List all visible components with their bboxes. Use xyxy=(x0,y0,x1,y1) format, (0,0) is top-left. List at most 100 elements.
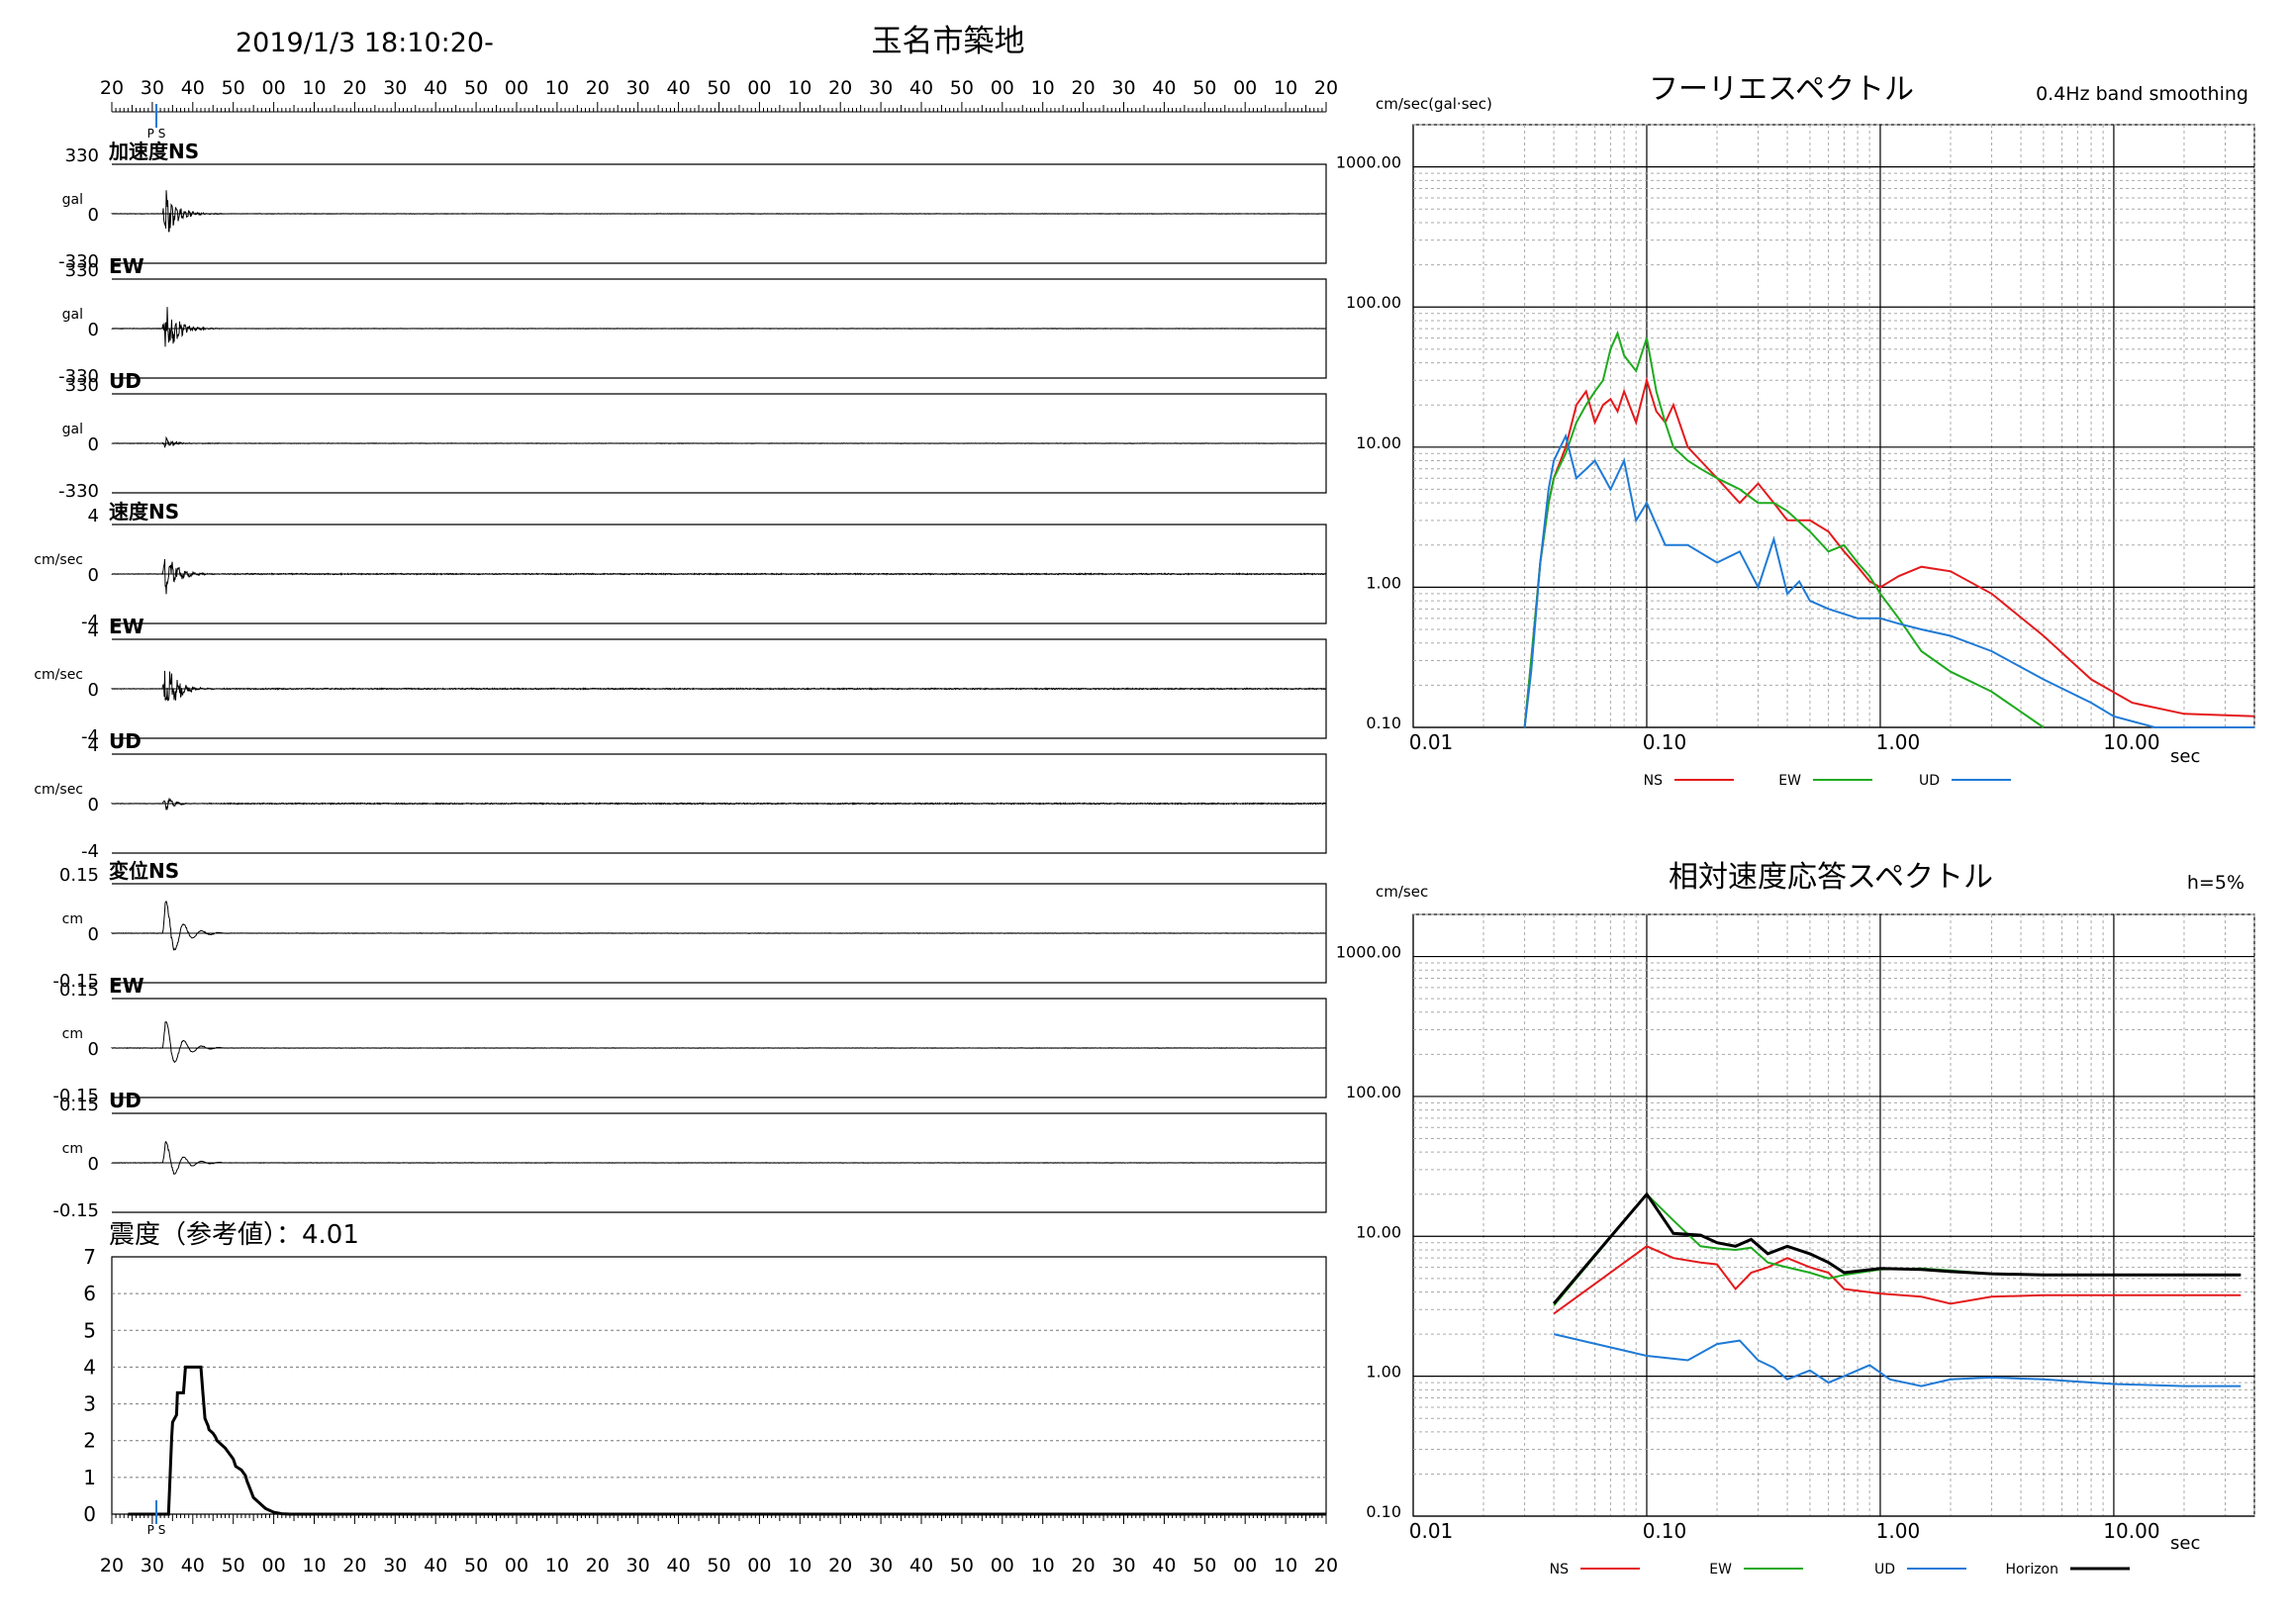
time-tick-label: 00 xyxy=(1233,77,1257,99)
waveform-trace xyxy=(111,1140,1327,1175)
time-tick-label: 30 xyxy=(383,77,407,99)
time-tick-label: 20 xyxy=(828,1555,852,1576)
response-subtitle: h=5% xyxy=(2187,872,2244,894)
response-title: 相対速度応答スペクトル xyxy=(1669,860,1993,895)
unit-label: cm/sec xyxy=(34,552,83,568)
y-tick-label: 100.00 xyxy=(1346,1083,1401,1101)
y-bottom-label: -4 xyxy=(81,841,99,862)
response-ylabel: cm/sec xyxy=(1376,883,1428,901)
y-bottom-label: -0.15 xyxy=(52,1086,99,1106)
y-zero-label: 0 xyxy=(88,1039,99,1060)
time-tick-label: 10 xyxy=(545,1555,569,1576)
y-tick-label: 1.00 xyxy=(1366,573,1401,592)
time-tick-label: 10 xyxy=(1031,77,1055,99)
y-zero-label: 0 xyxy=(88,205,99,226)
time-tick-label: 50 xyxy=(707,77,730,99)
p-s-marker-label: P S xyxy=(147,1523,166,1537)
time-tick-label: 50 xyxy=(950,77,974,99)
time-tick-label: 20 xyxy=(1072,77,1096,99)
waveform-trace xyxy=(111,670,1327,703)
time-tick-label: 20 xyxy=(586,77,610,99)
time-tick-label: 40 xyxy=(667,1555,691,1576)
legend-label: EW xyxy=(1778,773,1801,789)
y-bottom-label: -330 xyxy=(58,251,99,272)
time-tick-label: 20 xyxy=(100,1555,124,1576)
waveform-panel: UD 0.15 0 -0.15 cm xyxy=(52,1089,1327,1221)
intensity-y-tick: 0 xyxy=(83,1502,96,1526)
x-tick-label: 10.00 xyxy=(2103,730,2159,754)
time-tick-label: 00 xyxy=(505,77,528,99)
waveform-trace xyxy=(111,900,1327,952)
unit-label: cm xyxy=(62,911,83,927)
time-tick-label: 00 xyxy=(262,1555,286,1576)
time-tick-label: 20 xyxy=(342,77,366,99)
intensity-title: 震度（参考値）：4.01 xyxy=(109,1220,359,1250)
series-line-ns xyxy=(1523,376,2255,728)
plot-area xyxy=(1412,124,2255,728)
time-axis-top: 20 30 40 50 00 10 20 30 40 50 00 10 20 30 40 50 00 10 20 30… xyxy=(100,77,1338,141)
component-label: UD xyxy=(109,369,142,393)
intensity-frame xyxy=(111,1256,1327,1515)
y-zero-label: 0 xyxy=(88,795,99,815)
legend-label: NS xyxy=(1644,773,1663,789)
time-tick-label: 10 xyxy=(302,77,326,99)
component-label: 変位NS xyxy=(109,859,179,883)
y-tick-label: 100.00 xyxy=(1346,293,1401,312)
y-zero-label: 0 xyxy=(88,1154,99,1175)
series-line-ns xyxy=(1553,1245,2242,1315)
unit-label: gal xyxy=(62,307,83,323)
series-line-ew xyxy=(1523,330,2045,728)
y-zero-label: 0 xyxy=(88,320,99,340)
time-tick-label: 10 xyxy=(545,77,569,99)
fourier-xlabel: sec xyxy=(2170,746,2200,767)
time-tick-label: 40 xyxy=(181,77,205,99)
waveform-trace xyxy=(111,1020,1327,1063)
time-tick-label: 40 xyxy=(1152,77,1176,99)
intensity-y-tick: 4 xyxy=(83,1355,96,1379)
y-top-label: 0.15 xyxy=(59,865,99,886)
waveform-trace xyxy=(111,307,1327,347)
legend-label: UD xyxy=(1919,773,1940,789)
x-tick-label: 1.00 xyxy=(1876,1519,1921,1543)
component-label: EW xyxy=(109,974,144,998)
unit-label: cm xyxy=(62,1026,83,1042)
component-label: EW xyxy=(109,254,144,278)
time-tick-label: 30 xyxy=(626,77,650,99)
waveform-panels: 加速度NS 330 0 -330 gal EW 330 0 -330 gal UD 330 0 -330 g… xyxy=(34,140,1327,1221)
time-tick-label: 50 xyxy=(707,1555,730,1576)
waveform-trace xyxy=(111,558,1327,595)
unit-label: cm/sec xyxy=(34,667,83,683)
legend-label: Horizon xyxy=(2005,1562,2058,1577)
y-zero-label: 0 xyxy=(88,565,99,586)
waveform-panel: EW 4 0 -4 cm/sec xyxy=(34,615,1327,747)
x-tick-label: 0.01 xyxy=(1409,730,1454,754)
y-tick-label: 10.00 xyxy=(1356,433,1401,452)
unit-label: cm/sec xyxy=(34,782,83,798)
p-s-marker-label: P S xyxy=(147,127,166,141)
waveform-trace xyxy=(111,798,1327,811)
waveform-panel: 変位NS 0.15 0 -0.15 cm xyxy=(52,859,1327,992)
y-bottom-label: -0.15 xyxy=(52,971,99,992)
y-zero-label: 0 xyxy=(88,924,99,945)
time-tick-label: 30 xyxy=(869,1555,893,1576)
time-tick-label: 30 xyxy=(869,77,893,99)
time-tick-label: 10 xyxy=(1031,1555,1055,1576)
time-tick-label: 20 xyxy=(100,77,124,99)
unit-label: gal xyxy=(62,192,83,208)
unit-label: cm xyxy=(62,1141,83,1157)
time-tick-label: 20 xyxy=(1314,1555,1338,1576)
y-bottom-label: -4 xyxy=(81,612,99,632)
legend-label: EW xyxy=(1709,1562,1732,1577)
component-label: 速度NS xyxy=(109,500,179,524)
intensity-y-tick: 3 xyxy=(83,1392,96,1416)
y-tick-label: 0.10 xyxy=(1366,1502,1401,1521)
response-spectrum-panel: 相対速度応答スペクトル h=5% cm/sec sec 0.01 0.10 1.00… xyxy=(1336,860,2255,1577)
waveform-panel: UD 4 0 -4 cm/sec xyxy=(34,729,1327,862)
waveform-panel: 速度NS 4 0 -4 cm/sec xyxy=(34,500,1327,632)
time-tick-label: 40 xyxy=(181,1555,205,1576)
time-tick-label: 30 xyxy=(141,77,164,99)
y-tick-label: 0.10 xyxy=(1366,714,1401,732)
y-top-label: 0.15 xyxy=(59,1095,99,1115)
datetime-label: 2019/1/3 18:10:20- xyxy=(236,28,494,58)
time-tick-label: 50 xyxy=(464,1555,488,1576)
